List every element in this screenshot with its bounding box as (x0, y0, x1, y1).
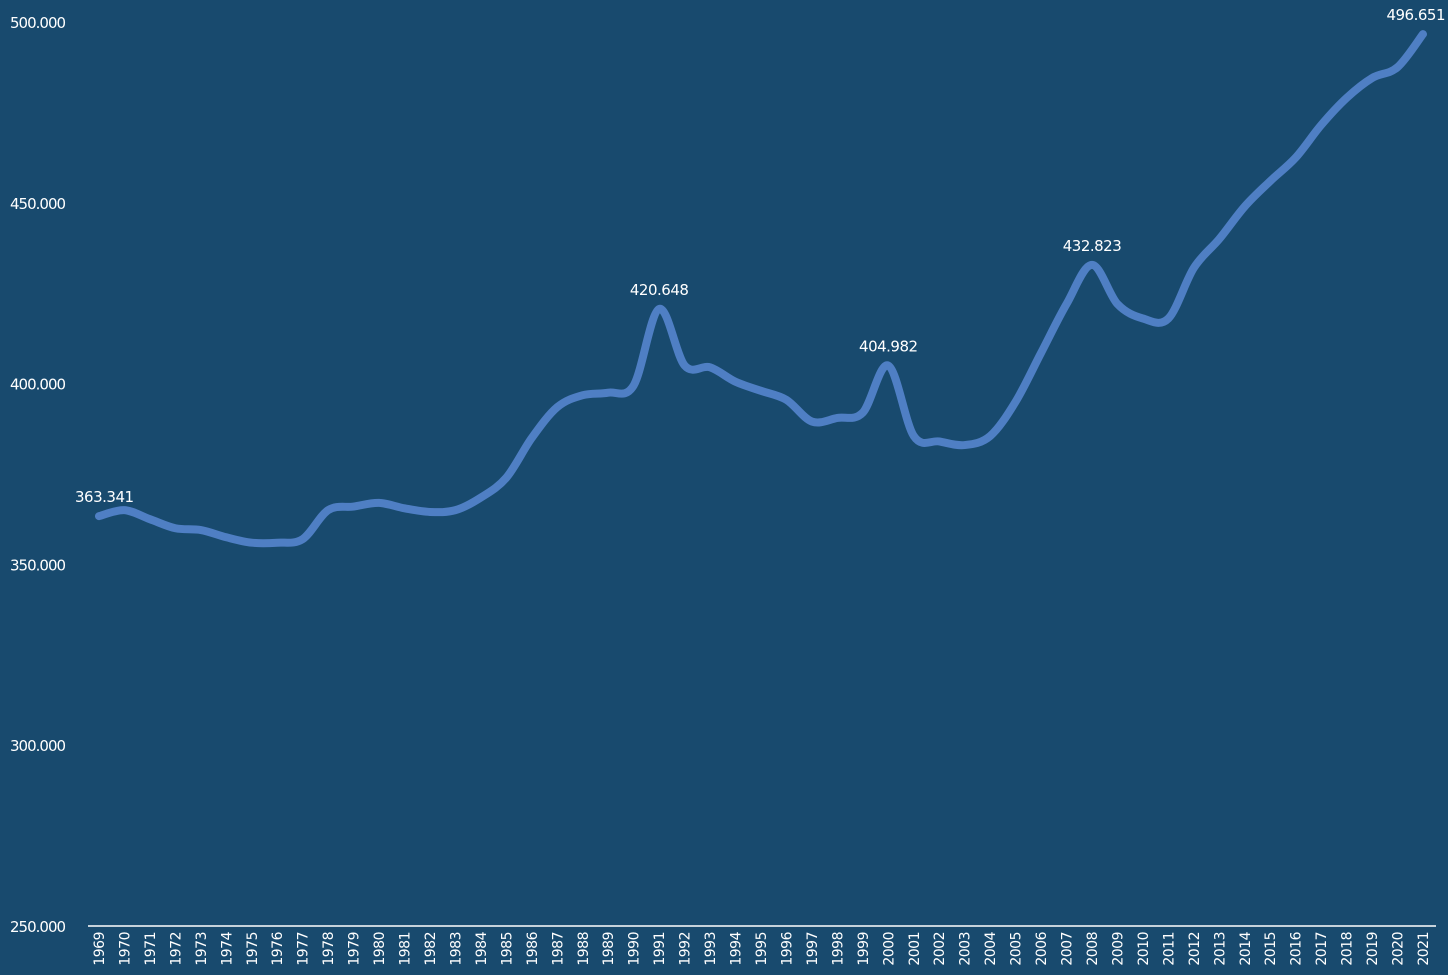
x-tick-label: 1985 (499, 932, 515, 966)
x-tick-label: 2009 (1110, 932, 1126, 966)
x-tick-label: 1989 (601, 932, 617, 966)
x-tick-label: 2013 (1212, 932, 1228, 966)
x-tick-label: 1979 (347, 932, 363, 966)
y-tick-label: 400.000 (10, 376, 65, 394)
x-tick-label: 2000 (881, 932, 897, 966)
x-tick-label: 2002 (932, 932, 948, 966)
x-tick-label: 1984 (474, 931, 490, 965)
y-tick-label: 450.000 (10, 195, 65, 213)
data-label: 404.982 (859, 338, 918, 356)
x-tick-label: 1973 (194, 932, 210, 966)
x-tick-label: 1995 (754, 932, 770, 966)
series-line (95, 30, 1427, 548)
x-tick-label: 1977 (296, 932, 312, 966)
x-axis-ticks: 1969 1970 1971 1972 1973 1974 1975 1976 1977 1978… (92, 931, 1432, 965)
x-tick-label: 1970 (117, 932, 133, 966)
x-tick-label: 1971 (143, 932, 159, 966)
x-tick-label: 2011 (1161, 932, 1177, 966)
x-tick-label: 1978 (321, 932, 337, 966)
x-tick-label: 1983 (448, 932, 464, 966)
x-tick-label: 1972 (168, 932, 184, 966)
x-tick-label: 2014 (1238, 931, 1254, 965)
data-label: 432.823 (1063, 237, 1122, 255)
x-tick-label: 1987 (550, 932, 566, 966)
x-tick-label: 2005 (1009, 932, 1025, 966)
x-tick-label: 2015 (1263, 932, 1279, 966)
x-tick-label: 1991 (652, 932, 668, 966)
x-tick-label: 2003 (958, 932, 974, 966)
x-tick-label: 2016 (1289, 931, 1305, 965)
x-tick-label: 2004 (983, 931, 999, 965)
x-tick-label: 1996 (779, 931, 795, 965)
x-tick-label: 1988 (576, 932, 592, 966)
x-tick-label: 1997 (805, 932, 821, 966)
x-tick-label: 1981 (398, 932, 414, 966)
x-tick-label: 1980 (372, 932, 388, 966)
y-tick-label: 500.000 (10, 14, 65, 32)
data-label: 420.648 (630, 281, 689, 299)
x-tick-label: 2021 (1416, 932, 1432, 966)
x-tick-label: 1992 (678, 932, 694, 966)
x-tick-label: 1993 (703, 932, 719, 966)
x-tick-label: 2018 (1340, 932, 1356, 966)
x-tick-label: 2008 (1085, 932, 1101, 966)
x-tick-label: 1976 (270, 931, 286, 965)
x-tick-label: 2017 (1314, 932, 1330, 966)
x-tick-label: 2019 (1365, 932, 1381, 966)
x-tick-label: 1999 (856, 932, 872, 966)
x-tick-label: 1990 (627, 932, 643, 966)
x-tick-label: 1994 (729, 931, 745, 965)
x-tick-label: 1975 (245, 932, 261, 966)
x-tick-label: 1998 (830, 932, 846, 966)
data-label: 496.651 (1386, 6, 1445, 24)
y-tick-label: 350.000 (10, 556, 65, 574)
x-tick-label: 2006 (1034, 931, 1050, 965)
y-axis-ticks: 250.000 300.000 350.000 400.000 450.000 500.0… (10, 14, 66, 936)
x-tick-label: 1969 (92, 932, 108, 966)
x-tick-label: 2010 (1136, 932, 1152, 966)
x-tick-label: 1974 (219, 931, 235, 965)
x-tick-label: 1986 (525, 931, 541, 965)
x-tick-label: 1982 (423, 932, 439, 966)
y-tick-label: 300.000 (10, 737, 65, 755)
x-tick-label: 2001 (907, 932, 923, 966)
data-label: 363.341 (75, 488, 134, 506)
data-labels: 363.341 420.648 404.982 432.823 496.651 (75, 6, 1446, 506)
x-tick-label: 2007 (1060, 932, 1076, 966)
y-tick-label: 250.000 (10, 918, 65, 936)
x-tick-label: 2020 (1391, 932, 1407, 966)
x-tick-label: 2012 (1187, 932, 1203, 966)
